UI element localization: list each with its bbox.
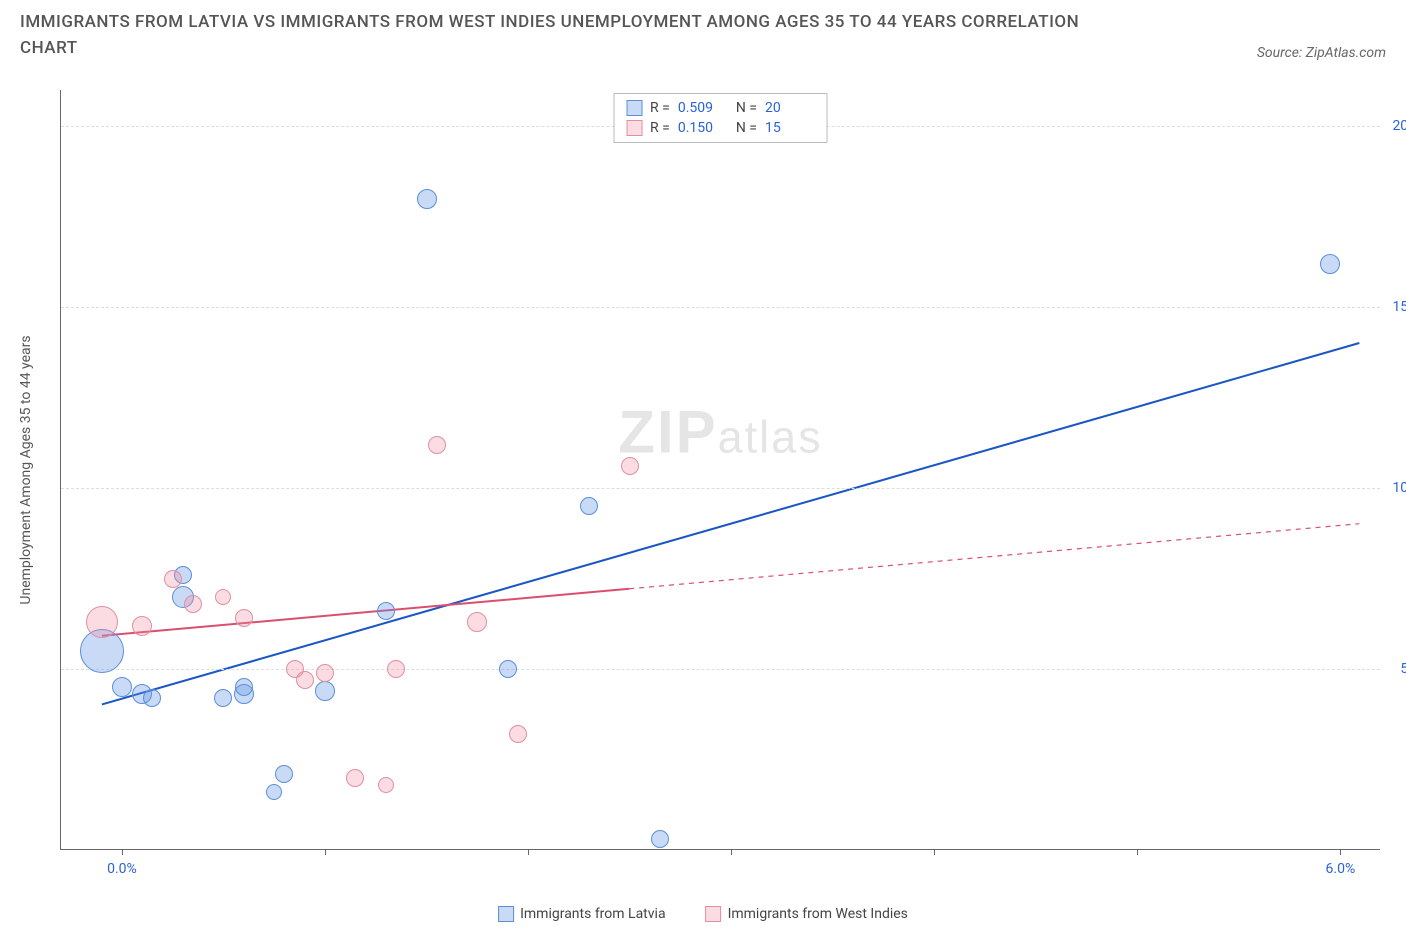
x-tick <box>934 849 935 855</box>
grid-line <box>61 307 1380 308</box>
stat-r-value-westindies: 0.150 <box>678 120 728 136</box>
y-tick-label: 5.0% <box>1385 661 1406 677</box>
watermark-atlas: atlas <box>718 411 823 462</box>
data-point <box>86 606 118 638</box>
chart-source: Source: ZipAtlas.com <box>1257 45 1386 61</box>
x-tick <box>325 849 326 855</box>
stat-r-value-latvia: 0.509 <box>678 100 728 116</box>
stat-row-latvia: R = 0.509 N = 20 <box>626 98 815 118</box>
legend-label-latvia: Immigrants from Latvia <box>520 906 665 922</box>
data-point <box>275 765 293 783</box>
legend-item-westindies: Immigrants from West Indies <box>706 906 908 922</box>
data-point <box>315 681 335 701</box>
legend-swatch-westindies <box>706 906 722 922</box>
data-point <box>132 616 152 636</box>
data-point <box>316 664 334 682</box>
trend-line-solid <box>102 343 1359 704</box>
legend-swatch-latvia <box>498 906 514 922</box>
y-tick-label: 10.0% <box>1385 480 1406 496</box>
data-point <box>164 570 182 588</box>
data-point <box>215 589 231 605</box>
data-point <box>266 784 282 800</box>
legend-item-latvia: Immigrants from Latvia <box>498 906 665 922</box>
data-point <box>112 677 132 697</box>
data-point <box>346 769 364 787</box>
x-tick-label: 0.0% <box>107 861 137 877</box>
stat-n-value-latvia: 20 <box>765 100 815 116</box>
data-point <box>580 497 598 515</box>
data-point <box>184 595 202 613</box>
data-point <box>143 689 161 707</box>
stat-legend: R = 0.509 N = 20 R = 0.150 N = 15 <box>613 93 828 143</box>
stat-n-label: N = <box>736 100 757 116</box>
data-point <box>296 671 314 689</box>
chart-title: IMMIGRANTS FROM LATVIA VS IMMIGRANTS FRO… <box>20 10 1140 61</box>
data-point <box>214 689 232 707</box>
chart-header: IMMIGRANTS FROM LATVIA VS IMMIGRANTS FRO… <box>0 0 1406 66</box>
x-tick-label: 6.0% <box>1326 861 1356 877</box>
swatch-westindies <box>626 120 642 136</box>
stat-n-value-westindies: 15 <box>765 120 815 136</box>
y-tick-label: 15.0% <box>1385 299 1406 315</box>
x-tick <box>1137 849 1138 855</box>
swatch-latvia <box>626 100 642 116</box>
x-tick <box>731 849 732 855</box>
grid-line <box>61 669 1380 670</box>
data-point <box>509 725 527 743</box>
x-tick <box>122 849 123 855</box>
stat-row-westindies: R = 0.150 N = 15 <box>626 118 815 138</box>
data-point <box>235 609 253 627</box>
y-axis-label: Unemployment Among Ages 35 to 44 years <box>18 335 34 604</box>
trend-lines-svg <box>61 90 1380 849</box>
plot-area: ZIPatlas Unemployment Among Ages 35 to 4… <box>60 90 1380 850</box>
y-tick-label: 20.0% <box>1385 118 1406 134</box>
legend-label-westindies: Immigrants from West Indies <box>728 906 908 922</box>
grid-line <box>61 488 1380 489</box>
bottom-legend: Immigrants from Latvia Immigrants from W… <box>498 906 908 922</box>
data-point <box>417 189 437 209</box>
watermark-zip: ZIP <box>618 398 717 465</box>
data-point <box>377 602 395 620</box>
x-tick <box>1340 849 1341 855</box>
data-point <box>428 436 446 454</box>
stat-r-label: R = <box>650 100 670 116</box>
data-point <box>651 830 669 848</box>
data-point <box>387 660 405 678</box>
data-point <box>1320 254 1340 274</box>
x-tick <box>528 849 529 855</box>
data-point <box>378 777 394 793</box>
stat-r-label: R = <box>650 120 670 136</box>
data-point <box>235 678 253 696</box>
trend-line-dashed <box>629 524 1359 589</box>
data-point <box>467 612 487 632</box>
data-point <box>621 457 639 475</box>
watermark: ZIPatlas <box>618 397 822 466</box>
stat-n-label: N = <box>736 120 757 136</box>
data-point <box>499 660 517 678</box>
